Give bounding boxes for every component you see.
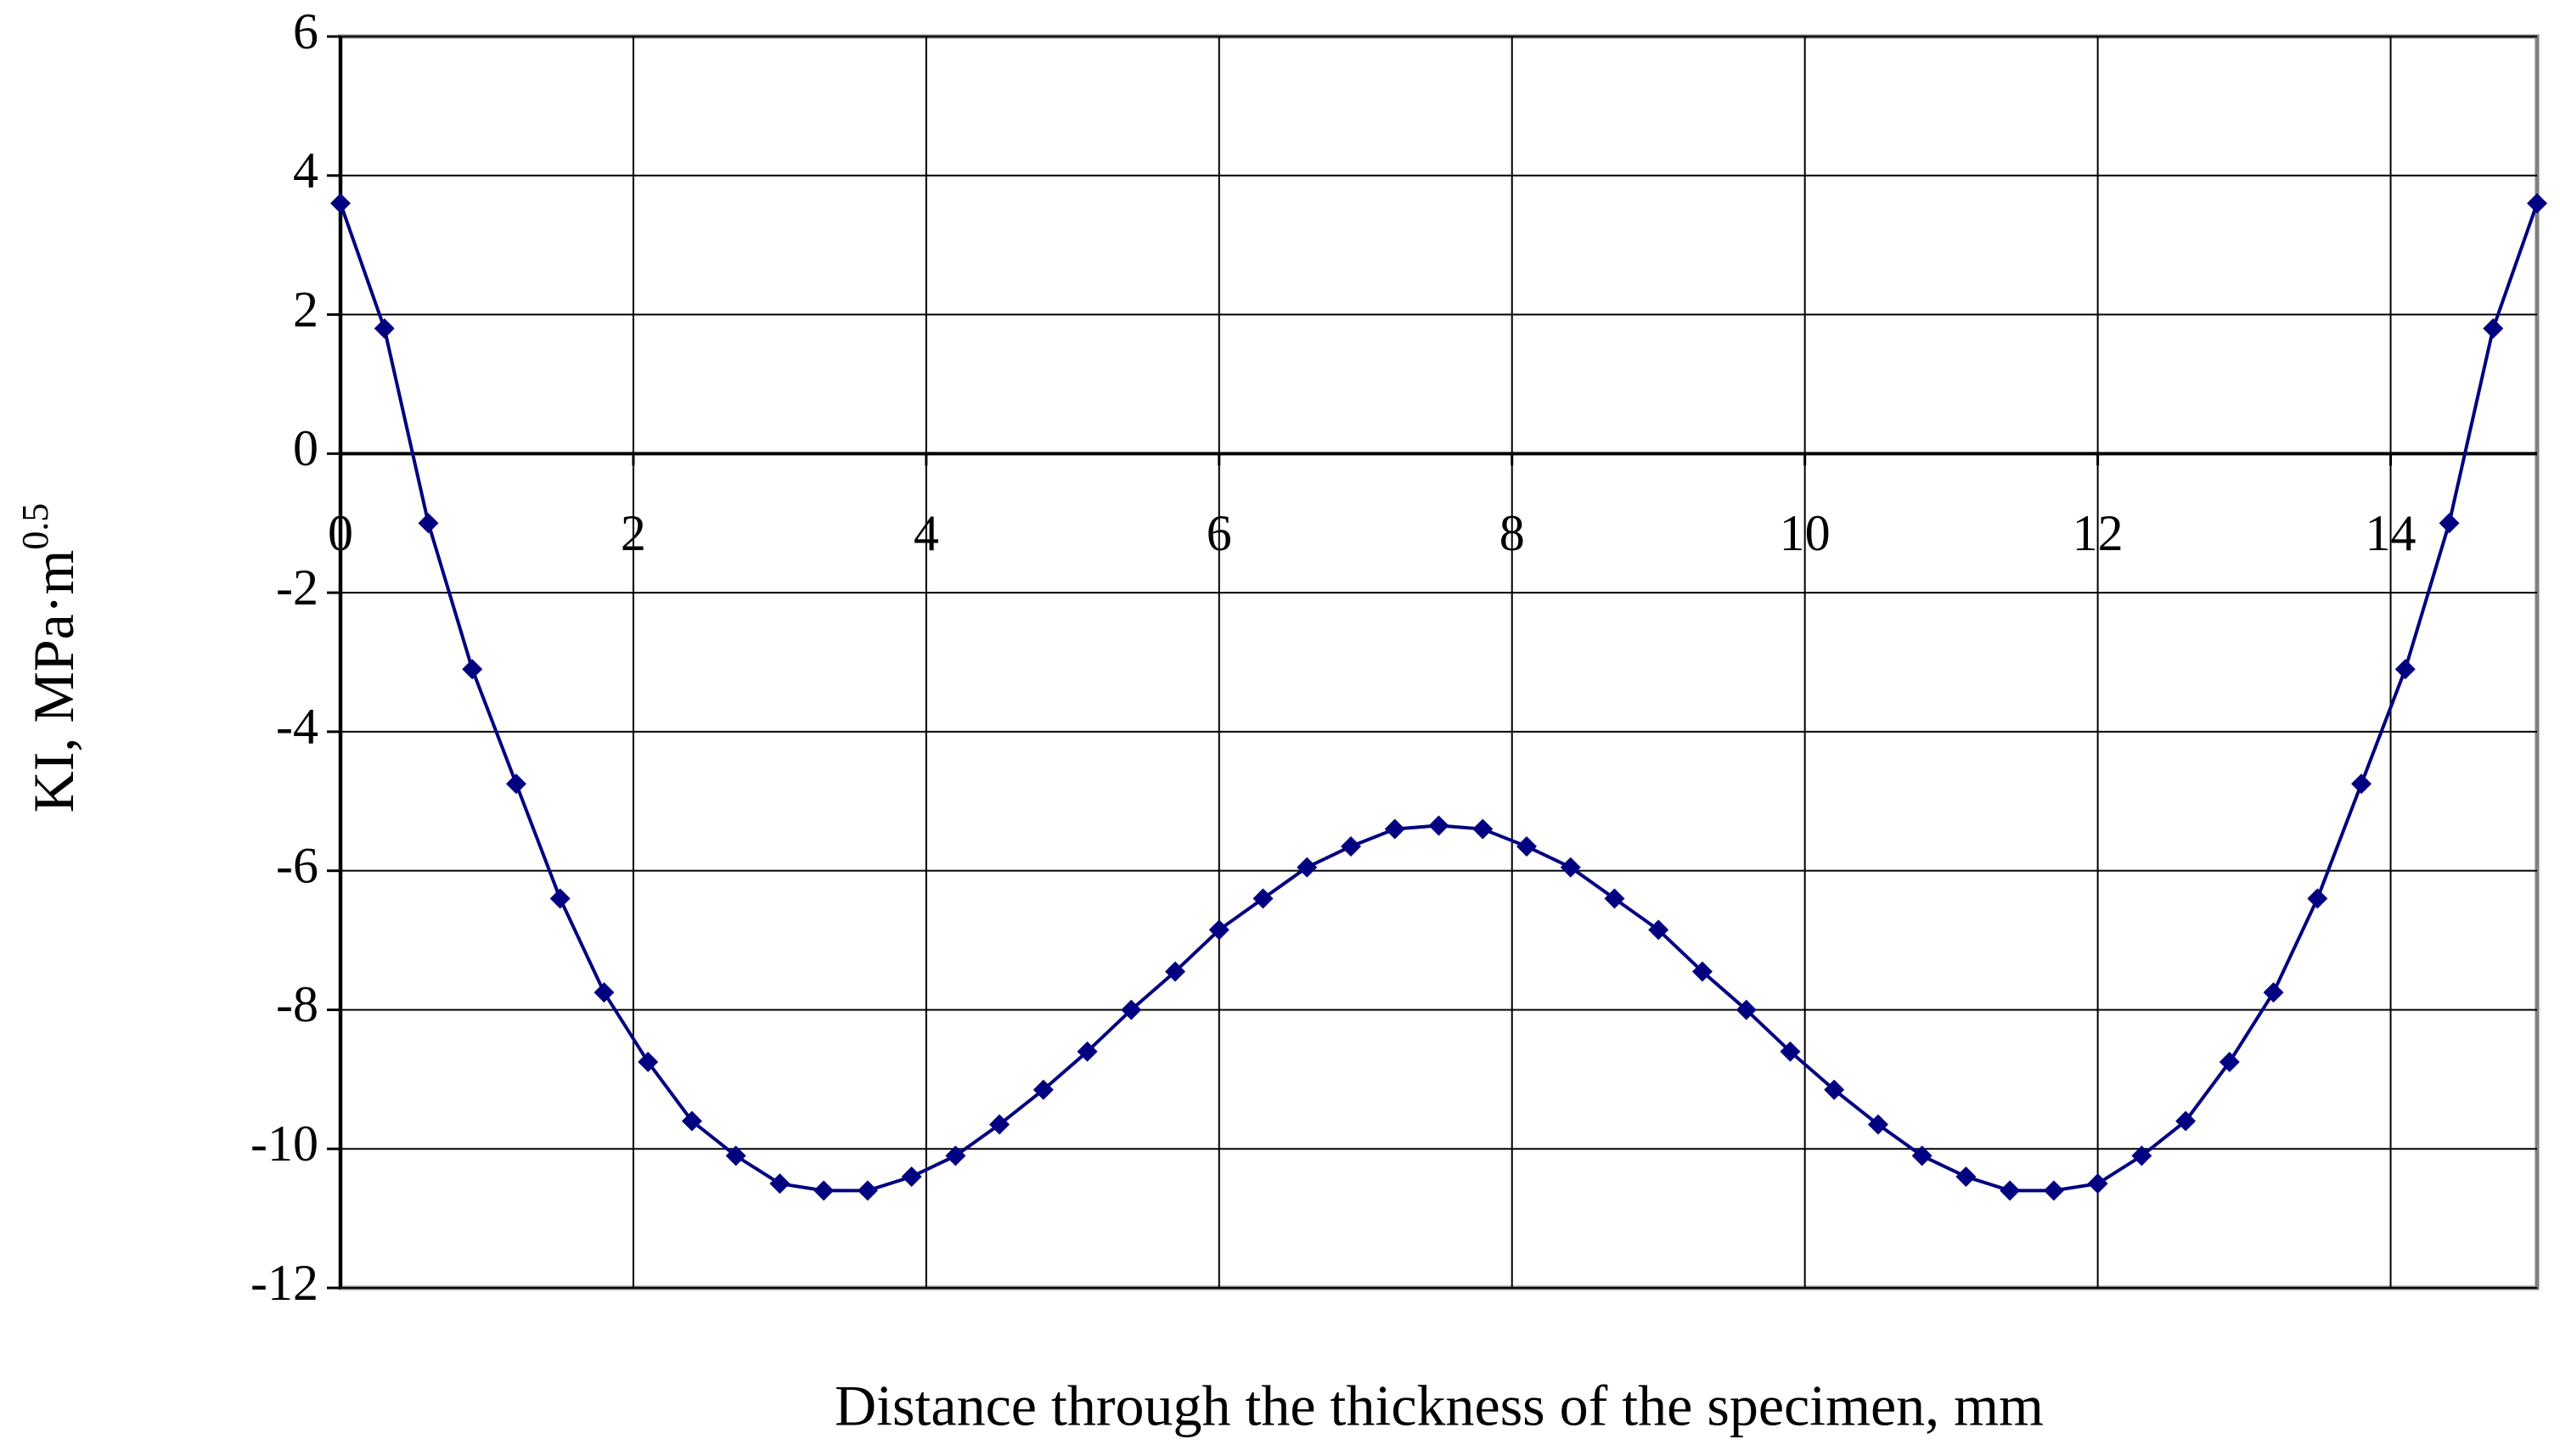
- data-point: [1165, 961, 1186, 982]
- data-point: [505, 773, 526, 795]
- data-point: [2439, 513, 2460, 534]
- data-point: [549, 888, 571, 909]
- data-point: [725, 1145, 746, 1166]
- y-tick-label: -6: [276, 837, 318, 893]
- y-axis-title-text: KI, MPa·m: [21, 550, 86, 813]
- data-point: [1077, 1041, 1098, 1062]
- x-tick-label: 4: [914, 505, 939, 561]
- data-point: [1341, 836, 1362, 857]
- data-point: [901, 1166, 922, 1187]
- data-point: [2000, 1180, 2021, 1201]
- data-point: [2351, 773, 2372, 795]
- data-point: [462, 659, 483, 680]
- x-axis-title: Distance through the thickness of the sp…: [835, 1374, 2044, 1438]
- data-point: [945, 1145, 966, 1166]
- data-point: [1780, 1041, 1801, 1062]
- data-point: [681, 1110, 702, 1132]
- data-point: [1604, 888, 1625, 909]
- y-tick-label: -12: [250, 1255, 318, 1311]
- data-point: [857, 1180, 878, 1201]
- data-point: [2527, 193, 2547, 214]
- data-point: [1560, 857, 1581, 878]
- data-point: [769, 1173, 791, 1195]
- data-point: [1121, 999, 1142, 1020]
- data-point: [1824, 1079, 1845, 1100]
- plot-area: [338, 34, 2540, 1290]
- data-point: [1911, 1145, 1933, 1166]
- data-point: [2307, 888, 2328, 909]
- y-tick-label: -4: [276, 699, 318, 755]
- x-tick-label: 10: [1780, 505, 1831, 561]
- data-point: [1516, 836, 1537, 857]
- y-tick-label: 2: [293, 281, 318, 337]
- y-tick-label: 4: [293, 143, 318, 199]
- x-tick-label: 14: [2366, 505, 2417, 561]
- data-point: [2263, 981, 2284, 1003]
- y-axis-title: KI, MPa·m0.5: [14, 503, 86, 813]
- data-point: [813, 1180, 835, 1201]
- data-point: [2087, 1173, 2108, 1195]
- y-tick-label: 0: [293, 420, 318, 476]
- data-point: [330, 193, 351, 214]
- y-axis-title-superscript: 0.5: [14, 503, 56, 550]
- data-point: [1691, 961, 1713, 982]
- data-point: [1648, 919, 1669, 941]
- data-point: [1955, 1166, 1977, 1187]
- data-point: [1208, 919, 1229, 941]
- data-point: [2219, 1051, 2240, 1072]
- data-point: [2131, 1145, 2152, 1166]
- data-point: [2394, 659, 2416, 680]
- y-tick-label: -8: [276, 976, 318, 1032]
- data-point: [2483, 318, 2504, 339]
- data-point: [374, 318, 395, 339]
- data-point: [418, 513, 439, 534]
- x-tick-label: 12: [2073, 505, 2124, 561]
- x-tick-label: 8: [1499, 505, 1525, 561]
- data-point: [1867, 1114, 1888, 1135]
- x-tick-label: 6: [1207, 505, 1232, 561]
- data-point: [2175, 1110, 2197, 1132]
- data-point: [1428, 815, 1449, 836]
- y-tick-label: -10: [250, 1116, 318, 1172]
- data-point: [638, 1051, 659, 1072]
- data-point: [1032, 1079, 1054, 1100]
- data-point: [1472, 818, 1494, 840]
- y-tick-label: 6: [293, 3, 318, 59]
- data-point: [1736, 999, 1757, 1020]
- x-tick-label: 2: [621, 505, 646, 561]
- data-point: [594, 981, 615, 1003]
- data-point: [1384, 818, 1405, 840]
- data-point: [1297, 857, 1318, 878]
- data-point: [989, 1114, 1010, 1135]
- data-point: [1252, 888, 1274, 909]
- data-point: [2043, 1180, 2064, 1201]
- y-tick-label: -2: [276, 559, 318, 616]
